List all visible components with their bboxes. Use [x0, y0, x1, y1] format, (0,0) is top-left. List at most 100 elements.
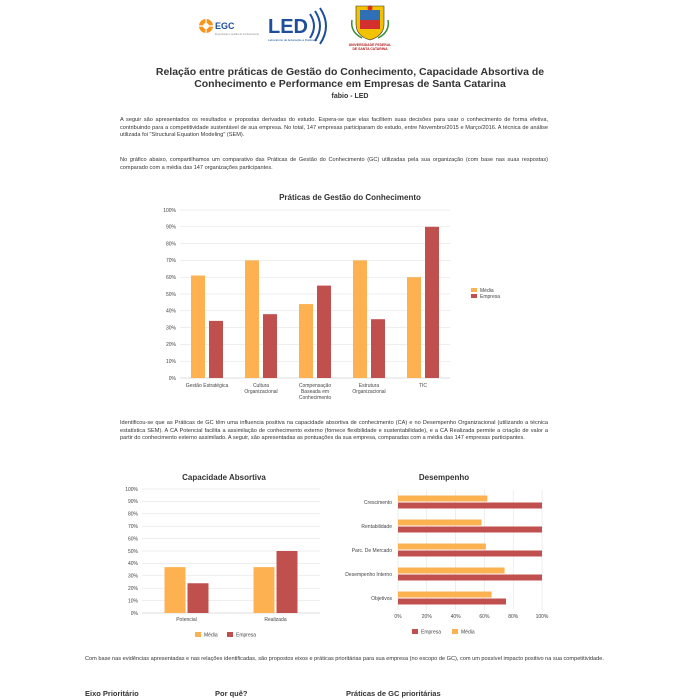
performance-chart: Desempenho 0% 20% 40% 60% 80% 100% Crescimento R… [345, 473, 549, 636]
logo-bar: EGC Engenharia e Gestão do Conhecimento … [0, 0, 700, 56]
x-tick-label: 40% [451, 614, 462, 620]
bar-empresa-desempenho-interno [398, 574, 542, 581]
y-tick-label: Crescimento [364, 500, 392, 506]
x-tick-label: Cultura [253, 383, 269, 389]
chart-title: Desempenho [419, 473, 469, 482]
y-tick-label: 90% [128, 499, 139, 505]
page-title-line1: Relação entre práticas de Gestão do Conh… [155, 66, 545, 78]
x-tick-label: Organizacional [244, 389, 277, 395]
led-logo-subtitle: Laboratório de Educação a Distância [268, 38, 318, 42]
bar-empresa-crescimento [398, 502, 542, 509]
page-title-line2: Conhecimento e Performance em Empresas d… [194, 78, 506, 90]
y-tick-label: 90% [166, 225, 177, 231]
y-tick-label: 0% [169, 376, 177, 382]
ufsc-logo-text-line2: DE SANTA CATARINA [352, 47, 388, 51]
y-tick-label: 20% [166, 342, 177, 348]
chart-title: Capacidade Absortiva [182, 473, 266, 482]
bar-media-gestao-estrategica [191, 275, 205, 378]
x-tick-label: TIC [419, 383, 427, 389]
y-tick-label: 0% [131, 611, 139, 617]
x-tick-label: 60% [479, 614, 490, 620]
legend-label-media: Média [204, 633, 218, 639]
legend-label-empresa: Empresa [480, 294, 500, 300]
bar-media-realizada [253, 567, 275, 613]
x-tick-label: Baseada em [301, 389, 329, 395]
bar-empresa-estrutura-organizacional [371, 319, 385, 378]
bar-media-parc-de-mercado [398, 543, 486, 550]
bar-media-crescimento [398, 495, 488, 502]
led-logo: LED Laboratório de Educação a Distância [268, 7, 327, 45]
closing-paragraph: Com base nas evidências apresentadas e n… [85, 656, 604, 662]
legend-swatch-media [195, 632, 201, 637]
legend-label-media: Média [480, 288, 494, 294]
page-title: Relação entre práticas de Gestão do Conh… [100, 66, 600, 90]
legend-swatch-media [471, 288, 477, 292]
y-tick-label: 60% [166, 275, 177, 281]
bar-empresa-realizada [276, 551, 298, 613]
header-por-que: Por quê? [215, 689, 248, 698]
bar-media-compensacao-baseada-em-conhecimento [299, 304, 313, 378]
author: fabio - LED [331, 93, 369, 100]
chart-intro-paragraph: No gráfico abaixo, compartilhamos um com… [120, 157, 548, 171]
y-tick-label: 70% [166, 258, 177, 264]
header-praticas-prioritarias: Práticas de GC prioritárias [346, 689, 441, 698]
header-eixo-prioritario: Eixo Prioritário [85, 689, 139, 698]
ufsc-seal: UNIVERSIDADE FEDERAL DE SANTA CATARINA [349, 5, 392, 51]
bar-media-rentabilidade [398, 519, 482, 526]
bar-media-tic [407, 277, 421, 378]
bar-media-desempenho-interno [398, 567, 505, 574]
y-tick-label: 40% [166, 309, 177, 315]
y-tick-label: 80% [166, 241, 177, 247]
x-tick-label: Compensação [299, 383, 331, 389]
bar-media-objetivos [398, 591, 492, 598]
x-tick-label: Organizacional [352, 389, 385, 395]
y-tick-label: 100% [125, 487, 138, 493]
x-tick-label: Estrutura [359, 383, 380, 389]
bar-empresa-cultura-organizacional [263, 314, 277, 378]
y-tick-label: 20% [128, 586, 139, 592]
y-tick-label: 80% [128, 512, 139, 518]
gc-practices-chart: Práticas de Gestão do Conhecimento 0% 10% 2… [163, 193, 500, 401]
bar-media-cultura-organizacional [245, 260, 259, 378]
x-tick-label: 100% [536, 614, 549, 620]
bar-empresa-compensacao-baseada-em-conhecimento [317, 285, 331, 378]
bar-empresa-gestao-estrategica [209, 320, 223, 378]
legend-label-empresa: Empresa [236, 633, 256, 639]
legend-swatch-media [452, 629, 458, 634]
legend-swatch-empresa [412, 629, 418, 634]
intro-paragraph: A seguir são apresentados os resultados … [120, 117, 548, 139]
middle-paragraph: Identificou-se que as Práticas de GC têm… [120, 420, 548, 442]
y-tick-label: 10% [166, 359, 177, 365]
bar-media-estrutura-organizacional [353, 260, 367, 378]
y-tick-label: 70% [128, 524, 139, 530]
x-tick-label: 0% [394, 614, 402, 620]
y-tick-label: 100% [163, 208, 176, 214]
legend-swatch-empresa [471, 294, 477, 298]
x-tick-label: Conhecimento [299, 395, 331, 401]
bar-empresa-rentabilidade [398, 526, 542, 533]
bar-empresa-objetivos [398, 598, 506, 605]
bar-media-potencial [164, 567, 186, 613]
logos-svg: EGC Engenharia e Gestão do Conhecimento … [199, 5, 392, 51]
y-tick-label: Objetivos [371, 596, 392, 602]
y-tick-label: 50% [166, 292, 177, 298]
y-tick-label: 50% [128, 549, 139, 555]
x-tick-label: 80% [508, 614, 519, 620]
y-tick-label: 60% [128, 536, 139, 542]
x-tick-label: Gestão Estratégica [186, 383, 229, 389]
x-tick-label: Potencial [176, 617, 197, 623]
bar-empresa-tic [425, 226, 439, 378]
legend-swatch-empresa [227, 632, 233, 637]
chart-title: Práticas de Gestão do Conhecimento [279, 193, 421, 202]
absorptive-capacity-chart: Capacidade Absortiva 0% 10% 20% 30% 40% 50% 60%… [125, 473, 320, 639]
legend-label-media: Média [461, 630, 475, 636]
y-tick-label: 10% [128, 598, 139, 604]
x-tick-label: 20% [422, 614, 433, 620]
ufsc-logo-text-line1: UNIVERSIDADE FEDERAL [349, 43, 392, 47]
bar-empresa-parc-de-mercado [398, 550, 542, 557]
x-tick-label: Realizada [264, 617, 286, 623]
y-tick-label: Desempenho Interno [345, 572, 392, 578]
legend-label-empresa: Empresa [421, 630, 441, 636]
egc-logo: EGC Engenharia e Gestão do Conhecimento [199, 19, 260, 36]
y-tick-label: Parc. De Mercado [352, 548, 393, 554]
